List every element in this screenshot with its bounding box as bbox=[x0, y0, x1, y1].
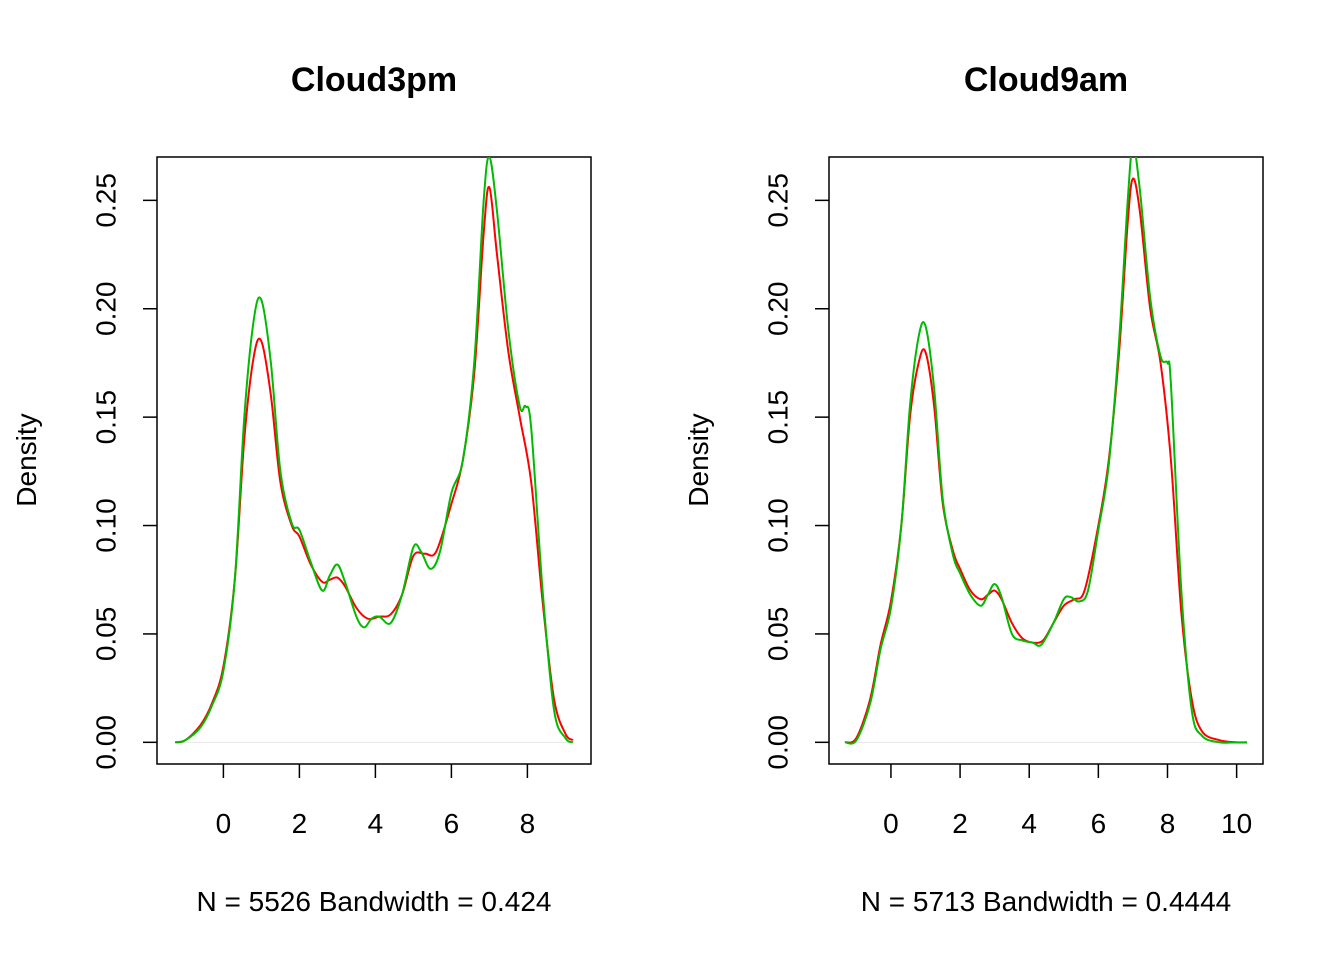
x-axis-label: N = 5713 Bandwidth = 0.4444 bbox=[861, 886, 1232, 917]
y-tick-label: 0.00 bbox=[762, 715, 793, 770]
x-tick-label: 6 bbox=[444, 808, 460, 839]
chart-panel-cloud9am: Cloud9am N = 5713 Bandwidth = 0.4444 Den… bbox=[683, 61, 1264, 917]
plot-frame bbox=[828, 156, 1264, 765]
x-tick-label: 0 bbox=[216, 808, 232, 839]
y-axis-label: Density bbox=[683, 413, 714, 506]
y-tick-label: 0.25 bbox=[90, 173, 121, 228]
chart-title: Cloud9am bbox=[964, 61, 1128, 99]
y-tick-label: 0.10 bbox=[762, 498, 793, 553]
x-tick-label: 4 bbox=[1021, 808, 1037, 839]
y-axis-label: Density bbox=[11, 413, 42, 506]
x-tick-label: 8 bbox=[520, 808, 536, 839]
y-tick-label: 0.15 bbox=[90, 390, 121, 445]
chart-title: Cloud3pm bbox=[291, 61, 457, 99]
x-tick-label: 6 bbox=[1091, 808, 1107, 839]
y-tick-label: 0.05 bbox=[90, 607, 121, 662]
x-axis-label: N = 5526 Bandwidth = 0.424 bbox=[197, 886, 552, 917]
y-tick-label: 0.05 bbox=[762, 607, 793, 662]
density-curve bbox=[844, 157, 1247, 745]
density-curve bbox=[174, 185, 574, 744]
plot-frame bbox=[156, 156, 592, 765]
density-curve bbox=[844, 177, 1248, 744]
x-tick-label: 2 bbox=[292, 808, 308, 839]
x-tick-label: 2 bbox=[952, 808, 968, 839]
y-tick-label: 0.10 bbox=[90, 498, 121, 553]
y-tick-label: 0.00 bbox=[90, 715, 121, 770]
density-curve bbox=[174, 157, 574, 744]
x-tick-label: 10 bbox=[1221, 808, 1252, 839]
x-tick-label: 0 bbox=[883, 808, 899, 839]
y-tick-label: 0.25 bbox=[762, 173, 793, 228]
x-tick-label: 4 bbox=[368, 808, 384, 839]
y-tick-label: 0.20 bbox=[762, 282, 793, 337]
x-tick-label: 8 bbox=[1160, 808, 1176, 839]
y-tick-label: 0.15 bbox=[762, 390, 793, 445]
y-tick-label: 0.20 bbox=[90, 282, 121, 337]
chart-panel-cloud3pm: Cloud3pm N = 5526 Bandwidth = 0.424 Dens… bbox=[11, 61, 592, 917]
